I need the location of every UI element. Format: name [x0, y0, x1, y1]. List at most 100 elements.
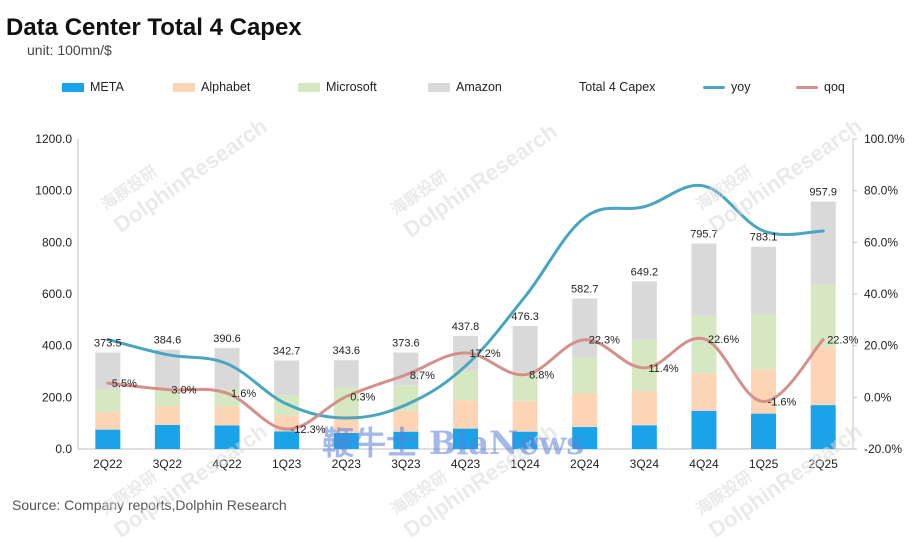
bar-alphabet [572, 392, 598, 428]
legend-label: META [90, 80, 124, 94]
qoq-data-label: -12.3% [291, 424, 326, 436]
bar-amazon [631, 281, 657, 340]
chart-legend: META Alphabet Microsoft Amazon Total 4 Capex… [0, 80, 913, 98]
total-label: 384.6 [154, 335, 182, 347]
bar-meta [453, 428, 478, 449]
bar-alphabet [751, 369, 777, 414]
total-label: 957.9 [809, 187, 837, 199]
line-qoq [106, 336, 825, 431]
bar-alphabet [453, 400, 478, 429]
bar-meta [214, 425, 240, 449]
legend-swatch [428, 82, 450, 92]
total-label: 373.5 [94, 338, 122, 350]
y-left-tick-label: 400.0 [42, 339, 72, 353]
bar-alphabet [512, 400, 538, 432]
x-tick-label: 1Q25 [749, 457, 779, 471]
bar-amazon [751, 246, 777, 314]
bar-microsoft [512, 372, 538, 401]
legend-label: Amazon [456, 80, 502, 94]
x-tick-label: 1Q24 [510, 457, 540, 471]
bar-amazon [393, 352, 419, 386]
y-right-tick-label: 40.0% [864, 287, 898, 301]
bar-meta [751, 413, 777, 449]
x-tick-label: 2Q23 [332, 457, 362, 471]
bar-microsoft [95, 389, 121, 412]
bar-meta [393, 431, 419, 449]
legend-item-microsoft: Microsoft [298, 80, 377, 94]
y-right-tick-label: 80.0% [864, 184, 898, 198]
legend-line [796, 85, 818, 89]
y-left-tick-label: 800.0 [42, 235, 72, 249]
bar-microsoft [572, 357, 598, 393]
qoq-data-label: 22.3% [589, 335, 620, 347]
qoq-data-label: 22.6% [708, 334, 739, 346]
legend-swatch [173, 82, 195, 92]
total-label: 437.8 [452, 321, 480, 333]
bar-alphabet [214, 406, 240, 426]
bar-meta [274, 431, 300, 449]
bar-microsoft [751, 313, 777, 370]
bar-amazon [333, 360, 359, 388]
bar-microsoft [154, 389, 180, 407]
x-tick-label: 3Q22 [153, 457, 183, 471]
qoq-data-label: 8.8% [529, 370, 554, 382]
bar-microsoft [393, 385, 419, 411]
legend-label: Alphabet [201, 80, 251, 94]
qoq-data-label: 3.0% [171, 385, 196, 397]
bar-meta [691, 410, 717, 449]
y-left-tick-label: 0.0 [55, 442, 72, 456]
legend-label: Microsoft [326, 80, 377, 94]
bar-alphabet [333, 415, 359, 433]
legend-item-amazon: Amazon [428, 80, 502, 94]
x-tick-label: 2Q22 [93, 457, 123, 471]
y-right-tick-label: 100.0% [864, 132, 905, 146]
total-label: 373.6 [392, 337, 420, 349]
legend-label: yoy [731, 80, 751, 94]
y-right-tick-label: 0.0% [864, 390, 892, 404]
line-yoy [106, 183, 825, 420]
bar-alphabet [393, 410, 419, 432]
bar-alphabet [691, 373, 717, 411]
y-right-tick-label: -20.0% [864, 442, 902, 456]
legend-line [703, 85, 725, 89]
y-left-tick-label: 1200.0 [35, 132, 72, 146]
bar-meta [631, 425, 657, 449]
bar-meta [512, 431, 538, 449]
x-tick-label: 2Q24 [570, 457, 600, 471]
y-right-tick-label: 60.0% [864, 235, 898, 249]
x-tick-label: 4Q23 [451, 457, 481, 471]
bar-amazon [512, 325, 538, 373]
x-tick-label: 2Q25 [809, 457, 839, 471]
qoq-data-label: 1.6% [231, 388, 256, 400]
total-label: 390.6 [213, 333, 241, 345]
qoq-data-label: 8.7% [410, 370, 435, 382]
total-label: 342.7 [273, 345, 301, 357]
bar-microsoft [810, 284, 836, 348]
total-label: 343.6 [333, 345, 361, 357]
legend-swatch [298, 82, 320, 92]
x-tick-label: 3Q24 [630, 457, 660, 471]
qoq-data-label: 0.3% [350, 392, 375, 404]
bar-meta [333, 432, 359, 449]
qoq-data-label: 17.2% [470, 348, 501, 360]
bar-meta [154, 424, 180, 449]
source-note: Source: Company reports,Dolphin Research [12, 497, 287, 513]
chart-subtitle: unit: 100mn/$ [27, 42, 112, 58]
bar-meta [572, 427, 598, 449]
total-label: 649.2 [631, 266, 659, 278]
qoq-data-label: -1.6% [768, 396, 797, 408]
bar-microsoft [453, 370, 478, 401]
x-tick-label: 1Q23 [272, 457, 302, 471]
x-tick-label: 3Q23 [391, 457, 421, 471]
x-tick-label: 4Q24 [689, 457, 719, 471]
y-left-tick-label: 200.0 [42, 390, 72, 404]
bar-amazon [810, 201, 836, 285]
total-label: 795.7 [690, 228, 718, 240]
y-right-tick-label: 20.0% [864, 339, 898, 353]
legend-item-total-4-capex: Total 4 Capex [579, 80, 655, 94]
bar-meta [810, 405, 836, 449]
qoq-data-label: 5.5% [112, 378, 137, 390]
legend-item-qoq: qoq [796, 80, 845, 94]
legend-swatch [62, 82, 84, 92]
